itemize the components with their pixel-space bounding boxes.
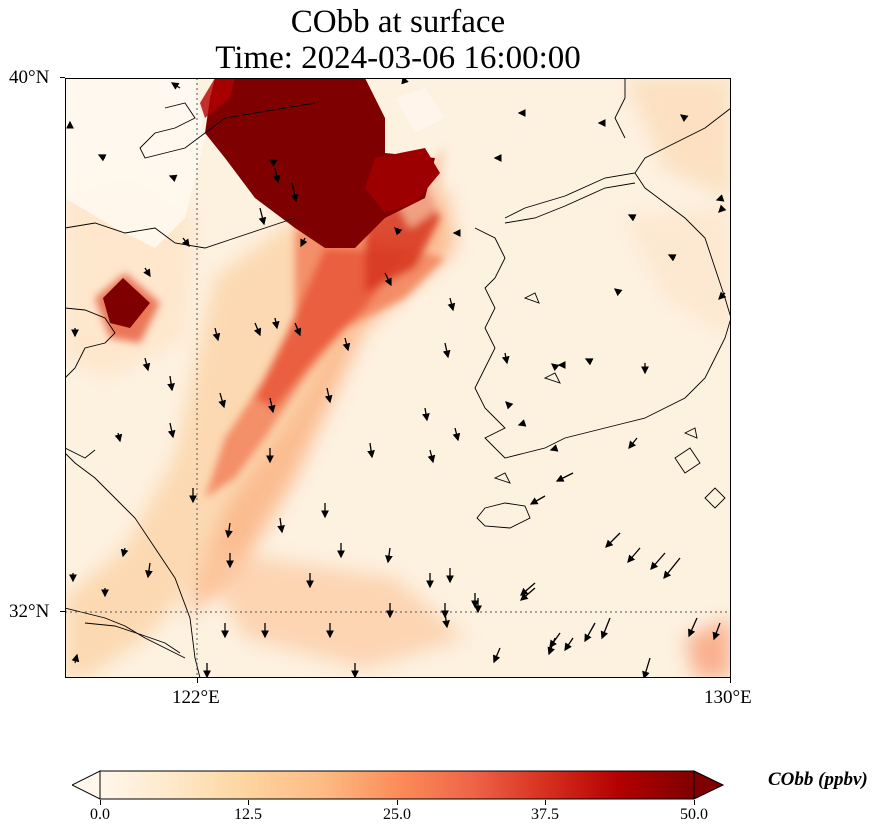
- wind-arrow: [170, 82, 181, 90]
- wind-arrow: [564, 637, 574, 652]
- wind-arrow: [452, 427, 461, 442]
- wind-arrow: [422, 407, 430, 422]
- wind-arrow: [258, 207, 267, 226]
- wind-arrow: [718, 204, 727, 213]
- wind-arrow: [442, 612, 450, 629]
- wind-arrow: [367, 442, 375, 459]
- wind-arrow: [650, 552, 666, 570]
- lat-tick-32: 32°N: [9, 601, 50, 622]
- lon-tick-mark-122: [197, 678, 198, 683]
- map-subtitle-time: Time: 2024-03-06 16:00:00: [215, 40, 581, 76]
- wind-arrow: [547, 637, 556, 656]
- colorbar-tick-label: 12.5: [234, 806, 262, 823]
- wind-arrow: [613, 288, 623, 297]
- wind-arrow: [300, 237, 308, 248]
- wind-arrow: [555, 472, 574, 482]
- wind-arrow: [267, 397, 276, 414]
- wind-arrow: [268, 159, 278, 167]
- wind-arrow: [501, 352, 510, 365]
- wind-arrow: [142, 357, 151, 372]
- wind-arrow: [114, 432, 123, 443]
- wind-arrow: [715, 194, 725, 202]
- lon-tick-mark-130: [730, 678, 731, 683]
- wind-arrow: [145, 562, 153, 579]
- wind-arrow: [394, 227, 403, 236]
- wind-arrow: [549, 444, 559, 452]
- wind-arrow: [293, 322, 302, 337]
- wind-arrow: [167, 375, 175, 392]
- map-title: CObb at surface: [290, 4, 506, 40]
- gridlines: [65, 78, 731, 678]
- lon-tick-122: 122°E: [172, 687, 220, 708]
- wind-arrow: [549, 632, 561, 649]
- lat-tick-mark-32: [60, 611, 65, 612]
- colorbar-tick-label: 25.0: [383, 806, 411, 823]
- wind-arrow: [663, 557, 681, 580]
- wind-arrow: [253, 322, 262, 337]
- wind-arrow: [384, 272, 392, 287]
- concentration-field: [65, 78, 731, 678]
- wind-arrow: [605, 532, 621, 548]
- colorbar-label: CObb (ppbv): [768, 769, 868, 790]
- wind-arrow: [324, 387, 333, 404]
- wind-arrow: [712, 622, 721, 641]
- wind-arrow: [290, 182, 299, 203]
- wind-arrow: [218, 392, 226, 409]
- colorbar-extend-max: [693, 770, 724, 800]
- wind-arrow: [120, 547, 129, 558]
- wind-arrow: [550, 363, 560, 372]
- map-panel: [65, 78, 731, 678]
- colorbar-tick-mark: [397, 800, 398, 805]
- wind-arrow: [342, 337, 351, 352]
- wind-arrow: [642, 657, 651, 678]
- colorbar-tick-mark: [248, 800, 249, 805]
- wind-arrow: [272, 167, 281, 184]
- wind-arrow: [271, 317, 280, 330]
- wind-arrow: [167, 422, 176, 439]
- wind-arrow: [97, 154, 107, 162]
- wind-arrow: [71, 653, 80, 664]
- wind-arrow: [277, 517, 285, 534]
- colorbar-tick-mark: [100, 800, 101, 805]
- wind-arrow: [627, 214, 637, 222]
- wind-arrow: [517, 419, 527, 427]
- wind-arrow: [529, 495, 546, 505]
- wind-arrow: [212, 327, 221, 342]
- colorbar-tick-label: 0.0: [90, 806, 110, 823]
- colorbar-tick-label: 37.5: [531, 806, 559, 823]
- wind-arrow: [628, 437, 638, 450]
- colorbar-extend-min: [72, 770, 101, 800]
- wind-arrow: [505, 401, 514, 410]
- wind-arrow: [584, 358, 594, 366]
- wind-arrow: [447, 297, 456, 312]
- wind-arrow: [401, 78, 409, 85]
- wind-arrow: [442, 342, 451, 359]
- colorbar-gradient: [99, 770, 695, 800]
- wind-arrow: [718, 291, 727, 300]
- wind-arrow: [520, 587, 536, 601]
- wind-arrow: [584, 622, 596, 643]
- wind-arrow: [600, 617, 611, 640]
- wind-arrow: [427, 449, 436, 464]
- wind-arrow: [168, 174, 178, 183]
- wind-arrow: [667, 254, 677, 262]
- wind-arrow: [181, 237, 190, 248]
- wind-arrow: [688, 617, 698, 638]
- colorbar-tick-mark: [694, 800, 695, 805]
- lat-tick-40: 40°N: [9, 67, 50, 88]
- wind-arrow: [385, 547, 393, 564]
- wind-arrow: [492, 647, 501, 664]
- lon-tick-130: 130°E: [704, 687, 752, 708]
- colorbar-tick-label: 50.0: [680, 806, 708, 823]
- wind-arrow: [143, 267, 151, 278]
- lat-tick-mark-40: [60, 77, 65, 78]
- wind-arrow: [225, 522, 233, 539]
- wind-arrow: [627, 547, 641, 563]
- wind-arrow: [679, 114, 689, 123]
- wind-vectors: [66, 78, 727, 678]
- colorbar: [72, 770, 724, 800]
- colorbar-tick-mark: [545, 800, 546, 805]
